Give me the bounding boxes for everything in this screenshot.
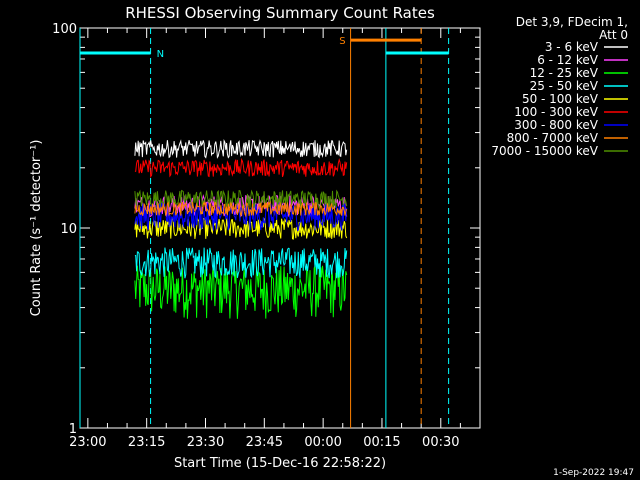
y-tick-label: 100 (52, 22, 77, 37)
x-tick-label: 00:30 (422, 435, 459, 450)
legend-header-line-2: Att 0 (599, 28, 628, 42)
series-line-0 (134, 138, 348, 159)
x-tick-label: 00:00 (304, 435, 341, 450)
legend-label: 25 - 50 keV (530, 79, 599, 93)
legend-label: 50 - 100 keV (522, 92, 599, 106)
x-tick-label: 23:15 (128, 435, 165, 450)
series-line-5 (134, 157, 348, 179)
series-line-3 (134, 247, 348, 279)
legend-label: 7000 - 15000 keV (491, 144, 598, 158)
series-line-6 (134, 201, 348, 232)
annotation-label: S (339, 36, 345, 47)
annotation-label: N (157, 49, 164, 60)
y-tick-label: 10 (60, 222, 77, 237)
series-line-8 (134, 189, 348, 209)
footer-timestamp: 1-Sep-2022 19:47 (553, 468, 634, 478)
legend-label: 6 - 12 keV (537, 53, 599, 67)
series-line-2 (134, 265, 348, 319)
legend-label: 800 - 7000 keV (507, 131, 599, 145)
y-tick-label: 1 (69, 422, 77, 437)
chart-title: RHESSI Observing Summary Count Rates (125, 4, 435, 22)
x-tick-label: 23:45 (246, 435, 283, 450)
legend-label: 100 - 300 keV (514, 105, 598, 119)
plot-area: 1 10 100 23:00 23:15 23:30 23:45 00:00 00:15 00:3… (52, 22, 481, 450)
y-axis-label: Count Rate (s⁻¹ detector⁻¹) (29, 140, 44, 317)
series-line-7 (134, 200, 348, 218)
series-line-4 (134, 216, 348, 240)
x-tick-label: 23:00 (69, 435, 106, 450)
legend-label: 300 - 800 keV (514, 118, 598, 132)
x-axis-label: Start Time (15-Dec-16 22:58:22) (174, 456, 386, 471)
x-tick-label: 23:30 (187, 435, 224, 450)
legend-header-line-1: Det 3,9, FDecim 1, (516, 15, 628, 29)
legend-label: 12 - 25 keV (530, 66, 599, 80)
x-tick-label: 00:15 (363, 435, 400, 450)
legend-label: 3 - 6 keV (545, 40, 599, 54)
